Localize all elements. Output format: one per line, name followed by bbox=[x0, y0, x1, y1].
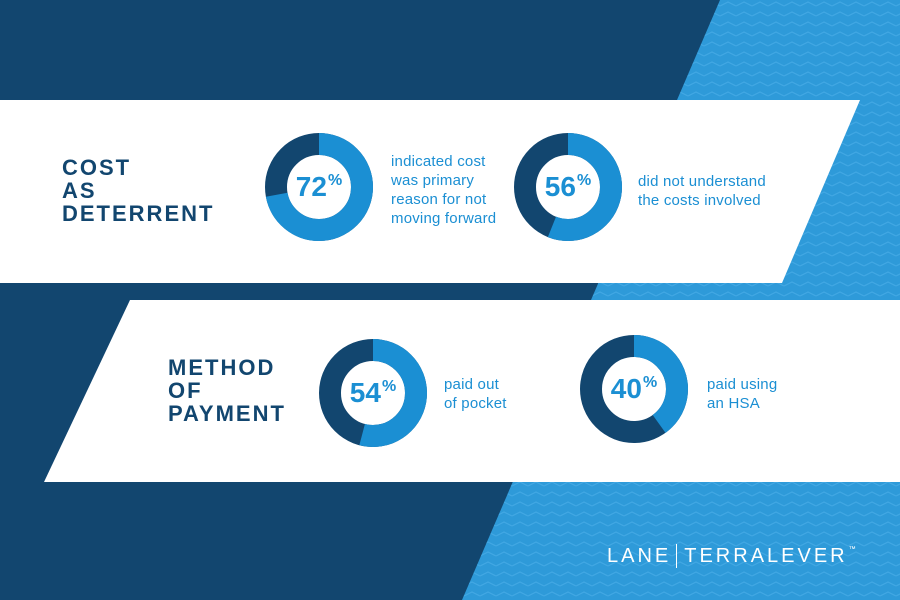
heading-line: PAYMENT bbox=[168, 401, 286, 426]
percent-label: 72% bbox=[262, 130, 376, 244]
donut-chart: 40% bbox=[577, 332, 691, 446]
stat-description: paid using an HSA bbox=[707, 376, 778, 412]
percent-sign: % bbox=[642, 374, 658, 391]
heading-line: OF bbox=[168, 378, 203, 403]
donut-chart: 72% bbox=[262, 130, 376, 244]
heading-line: AS bbox=[62, 178, 97, 203]
percent-sign: % bbox=[576, 172, 592, 189]
donut-value-arc bbox=[580, 335, 688, 443]
section-heading-payment: METHOD OF PAYMENT bbox=[168, 356, 286, 425]
donut-chart: 56% bbox=[511, 130, 625, 244]
stat-description: did not understand the costs involved bbox=[638, 173, 766, 209]
percent-sign: % bbox=[327, 172, 343, 189]
percent-label: 40% bbox=[577, 332, 691, 446]
section-heading-cost: COST AS DETERRENT bbox=[62, 156, 214, 225]
donut-value-arc bbox=[514, 133, 622, 241]
percent-label: 54% bbox=[316, 336, 430, 450]
percent-sign: % bbox=[381, 378, 397, 395]
heading-line: COST bbox=[62, 155, 132, 180]
trademark-mark: ™ bbox=[848, 545, 856, 553]
brand-logo: LANE TERRALEVER ™ bbox=[607, 544, 856, 568]
percent-label: 56% bbox=[511, 130, 625, 244]
stat-description: paid out of pocket bbox=[444, 376, 507, 412]
donut-value-arc bbox=[319, 339, 427, 447]
donut-value-arc bbox=[265, 133, 373, 241]
percent-number: 56 bbox=[544, 171, 576, 202]
heading-line: METHOD bbox=[168, 355, 276, 380]
section-band-cost bbox=[0, 100, 860, 283]
logo-divider bbox=[676, 544, 678, 568]
logo-text-lane: LANE bbox=[607, 544, 672, 567]
stat-description: indicated cost was primary reason for no… bbox=[391, 153, 497, 227]
percent-number: 40 bbox=[610, 373, 642, 404]
heading-line: DETERRENT bbox=[62, 201, 215, 226]
section-band-payment bbox=[44, 300, 900, 482]
donut-chart: 54% bbox=[316, 336, 430, 450]
logo-text-terralever: TERRALEVER bbox=[684, 544, 848, 567]
percent-number: 54 bbox=[349, 377, 381, 408]
percent-number: 72 bbox=[295, 171, 327, 202]
